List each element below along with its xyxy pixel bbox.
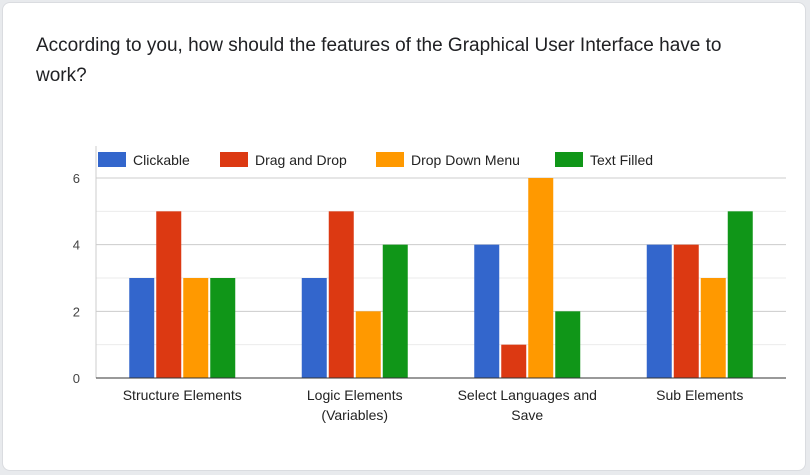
legend-label: Clickable bbox=[133, 152, 190, 168]
bar-drop-down-menu bbox=[183, 278, 209, 378]
legend-label: Text Filled bbox=[590, 152, 653, 168]
bar-text-filled bbox=[382, 244, 408, 378]
bar-clickable bbox=[646, 244, 672, 378]
legend-swatch bbox=[376, 152, 404, 167]
bars bbox=[129, 178, 753, 378]
bar-clickable bbox=[129, 278, 155, 378]
legend-item: Drag and Drop bbox=[220, 152, 347, 168]
bar-drop-down-menu bbox=[700, 278, 726, 378]
x-category-label-line: Structure Elements bbox=[123, 387, 242, 403]
x-category-label: Select Languages and Save bbox=[458, 387, 597, 423]
y-tick-label: 4 bbox=[73, 238, 80, 253]
bar-drop-down-menu bbox=[528, 178, 554, 378]
bar-text-filled bbox=[555, 311, 581, 378]
bar-clickable bbox=[474, 244, 500, 378]
y-tick-label: 2 bbox=[73, 304, 80, 319]
legend-swatch bbox=[98, 152, 126, 167]
legend-item: Clickable bbox=[98, 152, 190, 168]
legend-label: Drag and Drop bbox=[255, 152, 347, 168]
x-category-label-line: Save bbox=[511, 407, 543, 423]
legend-item: Drop Down Menu bbox=[376, 152, 520, 168]
x-category-label: Sub Elements bbox=[656, 387, 743, 403]
question-title: According to you, how should the feature… bbox=[36, 35, 722, 86]
bar-drag-and-drop bbox=[328, 211, 354, 378]
bar-drag-and-drop bbox=[156, 211, 182, 378]
x-category-label-line: (Variables) bbox=[321, 407, 388, 423]
bar-drag-and-drop bbox=[673, 244, 699, 378]
x-category-label-line: Sub Elements bbox=[656, 387, 743, 403]
x-category-label-line: Logic Elements bbox=[307, 387, 403, 403]
y-tick-label: 6 bbox=[73, 171, 80, 186]
x-category-label-line: Select Languages and bbox=[458, 387, 597, 403]
legend-swatch bbox=[555, 152, 583, 167]
bar-clickable bbox=[301, 278, 327, 378]
legend: Clickable Drag and Drop Drop Down Menu Text… bbox=[98, 152, 653, 168]
bar-drop-down-menu bbox=[355, 311, 381, 378]
y-tick-label: 0 bbox=[73, 371, 80, 386]
legend-swatch bbox=[220, 152, 248, 167]
legend-item: Text Filled bbox=[555, 152, 653, 168]
bar-text-filled bbox=[727, 211, 753, 378]
legend-label: Drop Down Menu bbox=[411, 152, 520, 168]
x-category-label: Structure Elements bbox=[123, 387, 242, 403]
x-category-label: Logic Elements (Variables) bbox=[307, 387, 403, 423]
bar-drag-and-drop bbox=[501, 344, 527, 378]
axes: 0 2 4 6 Structure Elements Logic Elements (Var… bbox=[73, 146, 786, 423]
bar-text-filled bbox=[210, 278, 236, 378]
